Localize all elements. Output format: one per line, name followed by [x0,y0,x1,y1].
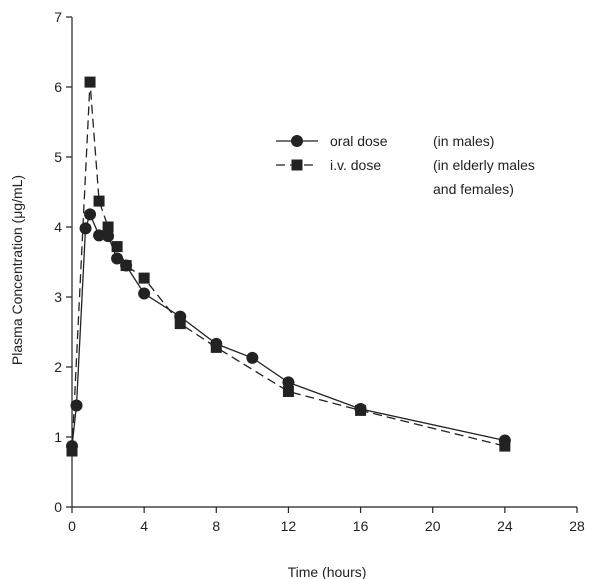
y-tick-label: 1 [54,429,62,445]
iv-data-point [210,341,222,353]
y-tick-label: 0 [54,499,62,515]
y-tick-label: 2 [54,359,62,375]
iv-data-point [66,445,78,457]
legend-marker-square [291,159,303,171]
y-tick-label: 4 [54,219,62,235]
y-axis-title: Plasma Concentration (μg/mL) [9,175,25,365]
iv-data-point [111,241,123,253]
y-tick-label: 5 [54,149,62,165]
x-tick-label: 4 [140,518,148,534]
legend-series-note: (in males) [433,133,494,149]
legend-series-name: oral dose [330,133,388,149]
x-tick-label: 12 [281,518,297,534]
iv-series-line [71,82,506,452]
oral-data-point [93,229,106,242]
x-tick-label: 24 [497,518,513,534]
oral-data-point [246,351,259,364]
oral-data-point [282,376,295,389]
iv-data-point [138,272,150,284]
x-tick-label: 20 [425,518,441,534]
iv-data-point [120,260,132,271]
legend-series-note: (in elderly males [433,157,535,173]
y-tick-label: 6 [54,79,62,95]
x-tick-label: 16 [353,518,369,534]
oral-data-point [70,399,83,412]
legend: oral dose (in males) i.v. dose (in elderly … [276,133,535,197]
iv-data-point [174,318,186,330]
iv-data-point [355,404,367,416]
legend-marker-circle [291,135,303,147]
oral-data-point [84,208,97,221]
y-tick-label: 7 [54,9,62,25]
x-axis-title: Time (hours) [288,564,367,579]
iv-data-point [93,195,105,207]
oral-data-point [138,287,151,300]
legend-series-note: and females) [433,181,514,197]
oral-series-line [71,212,506,447]
x-tick-label: 28 [569,518,585,534]
x-tick-label: 8 [212,518,220,534]
iv-data-point [84,76,96,88]
iv-data-point [102,221,114,233]
y-tick-label: 3 [54,289,62,305]
iv-data-point [499,440,511,452]
iv-data-point [282,386,294,397]
oral-data-point [79,222,92,235]
x-tick-label: 0 [68,518,76,534]
oral-data-point [111,252,124,265]
legend-series-name: i.v. dose [330,157,381,173]
